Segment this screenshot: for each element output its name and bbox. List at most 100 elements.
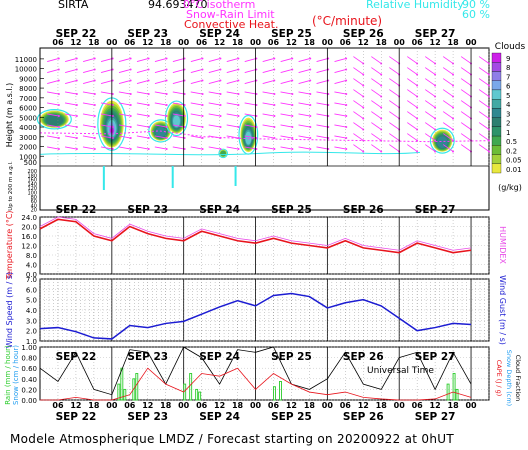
height-axis-title: Height (m a.s.l.): [5, 83, 14, 148]
rain-bar: [198, 391, 202, 401]
wind-arrow-head: [219, 137, 222, 140]
isotherm-line: [39, 130, 490, 143]
x-axis-label: Universal Time: [367, 366, 434, 376]
hour-tick-label: 18: [160, 38, 172, 47]
wind-arrow: [334, 80, 347, 84]
wind-arrow-head: [362, 84, 365, 87]
wind-arrow: [244, 91, 257, 95]
wind-arrow: [353, 111, 364, 119]
wind-arrow: [47, 80, 59, 84]
wind-arrow-head: [201, 57, 204, 60]
colorbar-swatch: [491, 117, 502, 127]
wind-arrow-head: [255, 93, 258, 96]
wind-arrow: [46, 102, 59, 106]
wind-arrow: [226, 113, 239, 117]
wind-arrow: [136, 113, 149, 117]
wind-arrow: [82, 135, 95, 139]
wind-arrow: [371, 111, 382, 119]
wind-arrow-head: [487, 106, 490, 109]
wind-arrow: [424, 78, 436, 86]
height-tick-label: 5000: [19, 114, 37, 122]
wind-arrow-head: [434, 84, 437, 87]
wind-arrow: [424, 67, 436, 75]
wind-arrow: [280, 113, 293, 117]
wind-arrow: [478, 89, 490, 97]
wind-arrow-head: [57, 126, 60, 129]
hour-tick-label: 00: [250, 38, 262, 47]
wind-arrow-head: [309, 148, 312, 151]
colorbar-tick: 0.05: [506, 157, 522, 165]
hour-tick-label: 18: [160, 401, 172, 410]
hour-tick-label: 00: [322, 38, 334, 47]
wind-arrow: [371, 133, 382, 141]
gust-axis-title: Wind Gust (m / s): [498, 275, 507, 345]
temperature-axis-title: Temperature (°C): [5, 210, 14, 280]
day-label: SEP 24: [199, 351, 240, 363]
height-tick-label: 2000: [19, 144, 37, 152]
hour-tick-label: 06: [268, 401, 280, 410]
wind-arrow-head: [57, 93, 60, 96]
wind-arrow: [298, 58, 311, 62]
time-grid: [39, 347, 490, 400]
wind-arrow: [65, 58, 77, 62]
day-label: SEP 23: [127, 351, 168, 363]
low-height-tick-label: 200: [27, 169, 37, 175]
day-label: SEP 24: [199, 28, 240, 40]
wind-arrow: [47, 58, 59, 62]
wind-arrow: [442, 122, 454, 130]
wind-arrow: [442, 133, 454, 141]
wind-arrow: [208, 113, 221, 117]
wind-arrow-head: [309, 137, 312, 140]
wind-arrow: [371, 67, 382, 75]
wind-arrow-head: [147, 68, 150, 71]
y-tick-label: 0.60: [21, 365, 37, 373]
colorbar-tick: 3: [506, 110, 510, 118]
wind-arrow: [353, 78, 364, 86]
wind-arrow-head: [57, 104, 60, 107]
wind-arrow-head: [147, 93, 150, 96]
wind-arrow-head: [237, 126, 240, 129]
hour-tick-label: 12: [70, 38, 81, 47]
wind-arrow: [424, 144, 436, 152]
hour-tick-label: 18: [448, 38, 460, 47]
wind-arrow-head: [345, 93, 348, 96]
wind-arrow: [82, 113, 95, 117]
wind-arrow-head: [201, 79, 204, 82]
wind-arrow-head: [93, 93, 96, 96]
wind-arrow: [478, 111, 490, 119]
wind-arrow: [442, 56, 454, 64]
wind-arrow-head: [255, 115, 258, 118]
wind-arrow: [82, 102, 95, 106]
wind-arrow: [190, 124, 203, 128]
wind-arrow: [208, 80, 221, 84]
wind-arrow-head: [487, 117, 490, 120]
snow-depth-axis-title: Snow Depth (cm): [505, 350, 513, 406]
rain-bar: [273, 386, 276, 401]
wind-arrow-head: [129, 126, 132, 129]
hour-tick-label: 12: [430, 401, 441, 410]
hour-tick-label: 12: [70, 401, 81, 410]
y-tick-label: 7.0: [26, 276, 37, 284]
wind-arrow-head: [183, 115, 186, 118]
wind-arrow-head: [345, 115, 348, 118]
wind-arrow: [460, 144, 472, 152]
rain-bar: [455, 388, 459, 401]
hour-tick-label: 00: [394, 401, 406, 410]
hour-tick-label: 18: [304, 38, 316, 47]
rain-bar: [189, 373, 193, 401]
wind-arrow: [64, 113, 77, 117]
hour-tick-label: 06: [52, 401, 64, 410]
rh-contour: [164, 100, 189, 137]
day-label: SEP 27: [415, 351, 456, 363]
wind-arrow: [334, 146, 347, 150]
wind-axis-title: Wind Speed (m / s): [5, 272, 14, 348]
wind-arrow: [190, 113, 203, 117]
hour-tick-label: 18: [376, 38, 388, 47]
height-tick-label: 8000: [19, 85, 37, 93]
colorbar-tick: 7: [506, 73, 510, 81]
wind-arrow-head: [309, 57, 312, 60]
wind-arrow: [262, 58, 275, 62]
wind-arrow-head: [345, 148, 348, 151]
wind-arrow: [407, 122, 418, 130]
height-ticks: 1100010000900080007000600050004000300020…: [15, 56, 44, 214]
